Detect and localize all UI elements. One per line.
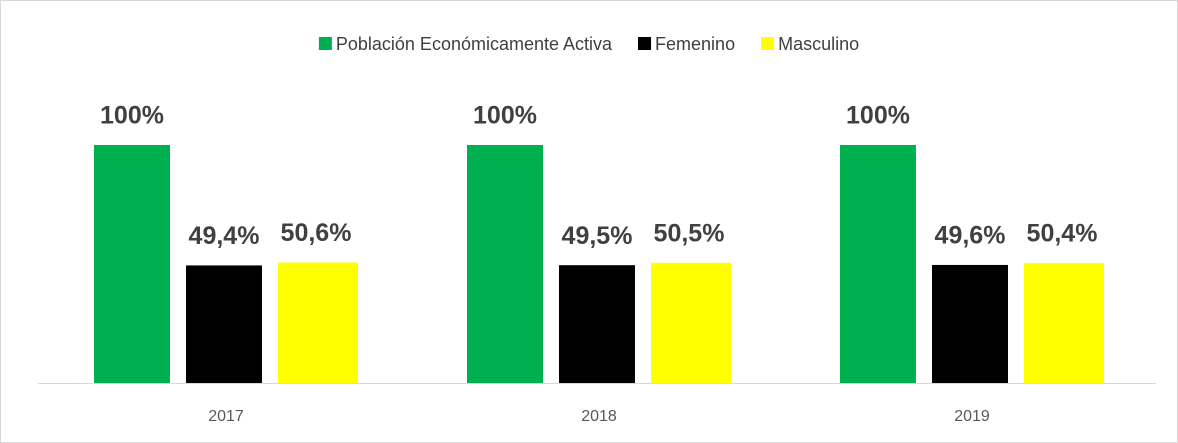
legend-label: Femenino — [655, 34, 735, 54]
bar — [467, 145, 543, 383]
bar — [840, 145, 916, 383]
bar — [932, 264, 1008, 383]
legend-swatch — [318, 37, 332, 50]
bar — [278, 262, 358, 383]
data-label: 49,4% — [189, 222, 260, 250]
x-tick-label: 2017 — [208, 408, 244, 425]
legend-swatch — [638, 37, 652, 50]
x-tick-label: 2018 — [581, 408, 617, 425]
bar — [94, 145, 170, 383]
data-label: 49,6% — [935, 222, 1006, 250]
data-label: 50,4% — [1027, 220, 1098, 248]
legend-swatch — [761, 37, 775, 50]
data-label: 100% — [846, 102, 910, 130]
bar — [651, 262, 731, 383]
data-label: 50,6% — [281, 219, 352, 247]
legend-label: Población Económicamente Activa — [336, 34, 613, 54]
data-label: 49,5% — [562, 222, 633, 250]
data-label: 100% — [100, 102, 164, 130]
data-label: 100% — [473, 102, 537, 130]
bar — [1024, 263, 1104, 383]
bar — [186, 265, 262, 383]
data-label: 50,5% — [654, 219, 725, 247]
bar — [559, 265, 635, 383]
x-tick-label: 2019 — [954, 408, 990, 425]
legend-label: Masculino — [778, 34, 859, 54]
